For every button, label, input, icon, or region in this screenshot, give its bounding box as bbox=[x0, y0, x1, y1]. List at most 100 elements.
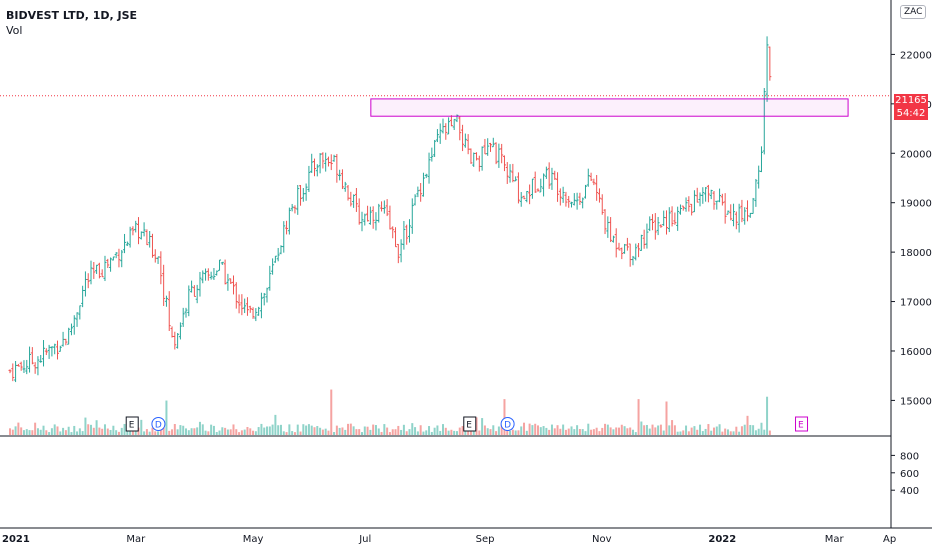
volume-bar bbox=[67, 426, 70, 435]
volume-bar bbox=[612, 429, 615, 435]
volume-bar bbox=[157, 431, 160, 435]
volume-bar bbox=[11, 429, 14, 435]
volume-bar bbox=[531, 425, 534, 435]
volume-bar bbox=[696, 429, 699, 435]
volume-bar bbox=[243, 429, 246, 435]
volume-bar bbox=[335, 425, 338, 435]
volume-bar bbox=[726, 429, 729, 435]
volume-bar bbox=[545, 427, 548, 435]
dividend-event-icon[interactable] bbox=[151, 417, 166, 431]
volume-bar bbox=[148, 431, 151, 435]
volume-bar bbox=[478, 430, 481, 435]
volume-bar bbox=[578, 429, 581, 435]
currency-badge[interactable]: ZAC bbox=[900, 5, 927, 19]
volume-bar bbox=[20, 427, 23, 435]
volume-bar bbox=[271, 424, 274, 435]
volume-bar bbox=[497, 426, 500, 435]
volume-bar bbox=[109, 429, 112, 435]
volume-bar bbox=[352, 426, 355, 435]
volume-bar bbox=[556, 425, 559, 435]
earnings-event-icon[interactable] bbox=[125, 416, 139, 432]
volume-bar bbox=[433, 427, 436, 435]
volume-bar bbox=[310, 425, 313, 435]
volume-bar bbox=[687, 431, 690, 435]
volume-bar bbox=[587, 423, 590, 435]
volume-bar bbox=[768, 430, 771, 435]
volume-tick-label: 400 bbox=[900, 486, 919, 497]
volume-bar bbox=[76, 431, 79, 435]
resistance-zone-box[interactable] bbox=[370, 98, 849, 117]
time-tick-label: 2022 bbox=[708, 534, 736, 545]
event-label: D bbox=[504, 421, 511, 431]
volume-bar bbox=[458, 427, 461, 435]
volume-bar bbox=[193, 428, 196, 435]
volume-bar bbox=[559, 428, 562, 435]
volume-bar bbox=[257, 427, 260, 435]
volume-bar bbox=[738, 431, 741, 435]
volume-bar bbox=[416, 431, 419, 435]
volume-bar bbox=[439, 430, 442, 435]
volume-bar bbox=[120, 427, 123, 435]
volume-bar bbox=[204, 430, 207, 435]
volume-bar bbox=[358, 429, 361, 435]
volume-bar bbox=[525, 430, 528, 435]
volume-bar bbox=[763, 429, 766, 435]
volume-bar bbox=[430, 431, 433, 435]
volume-bar bbox=[562, 424, 565, 435]
symbol-title[interactable]: BIDVEST LTD, 1D, JSE bbox=[6, 9, 138, 22]
volume-bar bbox=[760, 422, 763, 435]
volume-bar bbox=[78, 428, 81, 435]
time-tick-label: Nov bbox=[592, 534, 612, 545]
volume-bar bbox=[64, 430, 67, 435]
time-tick-label: Ap bbox=[883, 534, 896, 545]
volume-bar bbox=[84, 417, 87, 435]
volume-bar bbox=[226, 429, 229, 435]
volume-bar bbox=[176, 429, 179, 435]
volume-bar bbox=[232, 424, 235, 435]
volume-bar bbox=[173, 424, 176, 435]
volume-bar bbox=[249, 428, 252, 435]
volume-bar bbox=[321, 429, 324, 435]
volume-bar bbox=[90, 424, 93, 435]
volume-bar bbox=[372, 424, 375, 435]
volume-bar bbox=[154, 431, 157, 435]
volume-bar bbox=[564, 429, 567, 435]
earnings-event-icon[interactable] bbox=[795, 416, 809, 432]
volume-bar bbox=[394, 429, 397, 435]
volume-bar bbox=[469, 430, 472, 435]
time-tick-label: May bbox=[243, 534, 264, 545]
volume-bar bbox=[573, 429, 576, 435]
volume-bar bbox=[70, 432, 73, 435]
volume-bar bbox=[344, 429, 347, 435]
volume-bar bbox=[500, 423, 503, 435]
volume-bar bbox=[662, 430, 665, 435]
volume-bar bbox=[330, 389, 333, 435]
volume-bar bbox=[735, 426, 738, 435]
volume-bar bbox=[631, 429, 634, 435]
volume-bar bbox=[665, 401, 668, 435]
volume-bar bbox=[36, 428, 39, 435]
volume-bar bbox=[511, 429, 514, 435]
volume-bar bbox=[455, 431, 458, 435]
volume-bar bbox=[489, 429, 492, 435]
volume-bar bbox=[274, 414, 277, 435]
price-tick-label: 16000 bbox=[900, 347, 932, 358]
dividend-event-icon[interactable] bbox=[500, 417, 515, 431]
volume-indicator-label[interactable]: Vol bbox=[6, 24, 23, 37]
volume-bar bbox=[634, 432, 637, 435]
volume-bar bbox=[536, 425, 539, 435]
volume-bar bbox=[752, 425, 755, 435]
event-label: D bbox=[155, 421, 162, 431]
volume-bar bbox=[693, 426, 696, 435]
earnings-event-icon[interactable] bbox=[463, 416, 477, 432]
volume-bar bbox=[39, 429, 42, 435]
volume-bar bbox=[718, 424, 721, 435]
volume-bar bbox=[461, 426, 464, 435]
volume-bar bbox=[296, 424, 299, 435]
time-tick-label: Sep bbox=[476, 534, 495, 545]
volume-bar bbox=[699, 424, 702, 435]
volume-bar bbox=[299, 431, 302, 435]
volume-bar bbox=[277, 425, 280, 435]
volume-tick-label: 600 bbox=[900, 469, 919, 480]
